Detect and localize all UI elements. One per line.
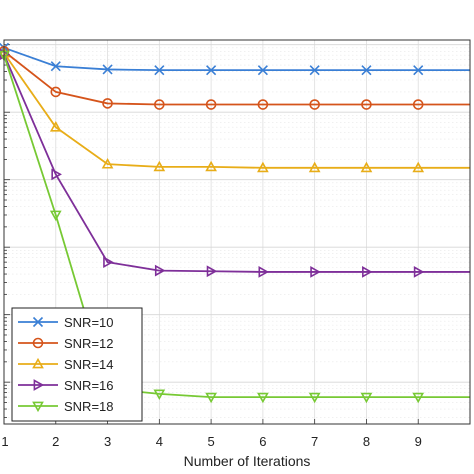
legend-item: SNR=16	[18, 378, 114, 393]
triangle-right-icon	[413, 266, 425, 278]
triangle-right-icon	[154, 264, 166, 277]
x-tick-label: 5	[207, 434, 214, 449]
x-tick-label: 4	[156, 434, 163, 449]
triangle-right-icon	[258, 266, 270, 278]
legend-item: SNR=10	[18, 315, 114, 330]
triangle-up-icon	[412, 161, 425, 173]
legend-label: SNR=14	[64, 357, 114, 372]
triangle-down-icon	[49, 210, 62, 222]
series-line	[3, 52, 470, 169]
legend-label: SNR=12	[64, 336, 114, 351]
x-tick-label: 9	[415, 434, 422, 449]
circle-icon	[257, 99, 269, 110]
circle-icon	[309, 99, 320, 110]
series-snr10	[0, 42, 470, 76]
circle-icon	[412, 99, 424, 110]
x-icon	[154, 65, 165, 76]
x-tick-label: 8	[363, 434, 370, 449]
legend-label: SNR=18	[64, 399, 114, 414]
x-tick-label: 3	[104, 434, 111, 449]
series-line	[3, 54, 470, 399]
circle-icon	[361, 99, 372, 110]
triangle-up-icon	[308, 161, 321, 173]
triangle-up-icon	[101, 157, 114, 169]
x-icon	[206, 65, 217, 76]
triangle-down-icon	[32, 401, 44, 413]
triangle-right-icon	[206, 265, 218, 278]
triangle-down-icon	[360, 392, 373, 404]
series-snr12	[0, 45, 470, 110]
triangle-up-icon	[49, 121, 62, 132]
series-line	[3, 46, 470, 72]
legend: SNR=10 SNR=12 SNR=14 SNR=16 SNR=18	[11, 307, 143, 422]
triangle-up-icon	[153, 160, 166, 172]
circle-icon	[154, 99, 165, 110]
x-tick-label: 2	[52, 434, 59, 449]
legend-label: SNR=16	[64, 378, 114, 393]
series-snr16	[0, 48, 470, 278]
triangle-down-icon	[153, 389, 166, 401]
x-icon	[413, 65, 424, 76]
legend-item: SNR=12	[18, 336, 114, 351]
triangle-up-icon	[360, 161, 373, 173]
triangle-up-icon	[205, 160, 217, 172]
triangle-down-icon	[308, 392, 321, 404]
legend-item: SNR=18	[18, 399, 114, 414]
series-line	[3, 53, 470, 273]
triangle-right-icon	[33, 379, 45, 391]
triangle-right-icon	[51, 168, 62, 181]
triangle-right-icon	[362, 266, 373, 278]
x-tick-label: 1	[1, 434, 8, 449]
triangle-down-icon	[205, 392, 217, 404]
circle-icon	[205, 99, 217, 110]
legend-item: SNR=14	[18, 357, 114, 372]
circle-icon	[50, 86, 62, 98]
x-tick-labels: 1 2 3 4 5 6 7 8 9	[1, 419, 422, 449]
triangle-up-icon	[257, 161, 269, 173]
x-icon	[50, 61, 61, 72]
x-tick-label: 6	[259, 434, 266, 449]
plot-frame	[3, 39, 471, 425]
x-icon	[309, 65, 320, 76]
x-axis-label: Number of Iterations	[184, 453, 311, 469]
triangle-down-icon	[412, 392, 425, 404]
x-icon	[32, 316, 44, 328]
circle-icon	[102, 98, 113, 109]
x-icon	[257, 65, 268, 76]
x-icon	[361, 65, 372, 76]
circle-icon	[32, 337, 44, 349]
triangle-up-icon	[32, 357, 44, 369]
legend-label: SNR=10	[64, 315, 114, 330]
triangle-right-icon	[310, 266, 321, 278]
triangle-right-icon	[103, 256, 114, 269]
series-line	[3, 50, 470, 106]
triangle-down-icon	[257, 392, 269, 404]
x-icon	[102, 64, 113, 75]
x-tick-label: 7	[311, 434, 318, 449]
